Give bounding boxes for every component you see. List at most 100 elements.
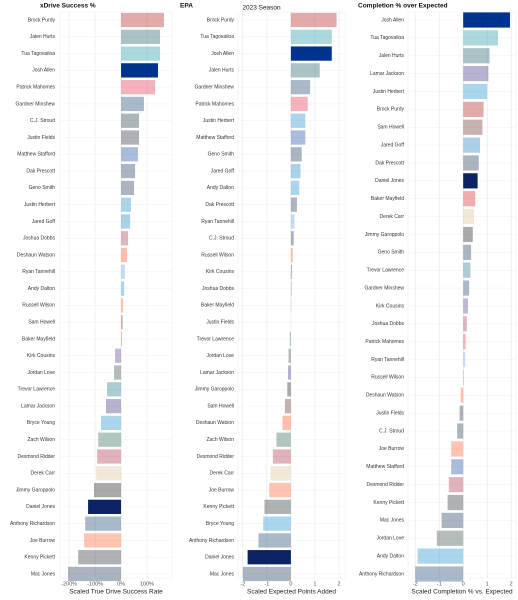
player-name: Joshua Dobbs: [202, 286, 234, 292]
bar: [288, 365, 291, 380]
bar: [290, 96, 308, 112]
bar: [121, 46, 161, 61]
player-name: Dak Prescott: [205, 202, 234, 208]
bar: [463, 66, 489, 82]
bar: [97, 449, 122, 464]
bar: [463, 30, 498, 46]
player-name: Trevor Lawrence: [367, 268, 405, 274]
bar: [463, 48, 490, 64]
player-name: Anthony Richardson: [189, 538, 234, 544]
player-name: Jordan Love: [376, 536, 404, 542]
player-name: Trevor Lawrence: [18, 387, 56, 393]
player-name: Brock Purdy: [377, 107, 405, 113]
bar: [290, 281, 292, 296]
player-name: Jimmy Garoppolo: [195, 387, 234, 393]
player-name: Joshua Dobbs: [372, 321, 404, 327]
bar: [114, 365, 122, 380]
player-name: Sam Howell: [28, 320, 55, 326]
bar: [121, 281, 125, 296]
bar: [121, 315, 123, 330]
bar: [463, 155, 479, 171]
x-tick-label: 100%: [140, 581, 154, 587]
panel-background: [407, 11, 517, 579]
bar: [284, 398, 291, 414]
player-name: Deshaun Watson: [366, 393, 404, 399]
player-name: Anthony Richardson: [359, 571, 404, 577]
player-name: Kirk Cousins: [376, 303, 405, 309]
player-name: Andy Dalton: [28, 286, 55, 292]
bar: [121, 180, 135, 196]
x-tick-label: -2: [240, 581, 245, 587]
bar: [463, 173, 478, 189]
player-name: Justin Fields: [206, 320, 234, 326]
bar: [463, 351, 466, 368]
bar: [290, 46, 332, 61]
player-name: Andy Dalton: [207, 185, 234, 191]
bar: [463, 262, 471, 278]
bar: [290, 231, 294, 246]
player-name: Russell Wilson: [22, 303, 55, 309]
player-name: Joe Burrow: [30, 538, 56, 544]
player-name: Ryan Tannehill: [201, 219, 234, 225]
bar: [463, 334, 466, 350]
player-name: Sam Howell: [377, 125, 404, 131]
player-name: Jared Goff: [32, 219, 56, 225]
player-name: Baker Mayfield: [22, 336, 55, 342]
player-name: Jared Goff: [211, 168, 235, 174]
player-name: Jalen Hurts: [379, 53, 405, 59]
bar: [96, 466, 122, 481]
player-name: Kenny Pickett: [24, 555, 55, 561]
player-name: C.J. Stroud: [379, 428, 404, 434]
panel-background: [237, 11, 346, 579]
bar: [448, 477, 464, 493]
player-name: Justin Herbert: [203, 118, 235, 124]
player-name: Kirk Cousins: [206, 269, 235, 275]
player-name: Justin Herbert: [373, 89, 405, 95]
bar: [415, 566, 464, 582]
player-name: Brock Purdy: [28, 17, 56, 23]
panel-title: Completion % over Expected: [358, 3, 448, 10]
player-name: Tua Tagovailoa: [21, 51, 55, 57]
player-name: Daniel Jones: [26, 504, 55, 510]
player-name: Daniel Jones: [375, 178, 404, 184]
bar: [98, 432, 122, 447]
bar: [290, 29, 332, 44]
bar: [272, 449, 291, 464]
player-name: Gardner Minshew: [16, 101, 56, 107]
x-axis-label: Scaled True Drive Success Rate: [69, 589, 163, 596]
player-name: Jalen Hurts: [30, 34, 56, 40]
bar: [290, 197, 297, 212]
player-name: Kenny Pickett: [373, 500, 404, 506]
player-name: Russell Wilson: [371, 375, 404, 381]
bar: [287, 382, 291, 397]
x-tick-label: -100%: [87, 581, 103, 587]
player-name: Jordan Love: [206, 353, 234, 359]
x-tick-label: 2: [337, 581, 340, 587]
x-tick-label: -1: [264, 581, 269, 587]
bar: [121, 29, 161, 44]
bar: [258, 533, 291, 548]
bar: [289, 331, 291, 347]
player-name: Matthew Stafford: [366, 464, 404, 470]
bar: [107, 382, 122, 397]
bar: [121, 231, 129, 246]
bar: [290, 113, 306, 128]
player-name: Bryce Young: [206, 521, 234, 527]
bar: [290, 130, 306, 145]
player-name: Desmond Ridder: [366, 482, 404, 488]
x-tick-label: -200%: [61, 581, 77, 587]
bar: [270, 466, 291, 481]
bar: [269, 482, 291, 498]
panel-title: EPA: [180, 3, 193, 10]
bar: [459, 405, 464, 421]
bar: [78, 550, 122, 565]
player-name: Gardner Minshew: [195, 84, 235, 90]
player-name: Jalen Hurts: [209, 68, 235, 74]
player-name: Derek Carr: [31, 471, 56, 477]
panel-subtitle: 2023 Season: [242, 5, 281, 12]
bar: [263, 516, 291, 531]
bar: [441, 512, 464, 528]
bar: [290, 214, 295, 229]
player-name: C.J. Stroud: [209, 236, 234, 242]
bar: [121, 113, 139, 128]
